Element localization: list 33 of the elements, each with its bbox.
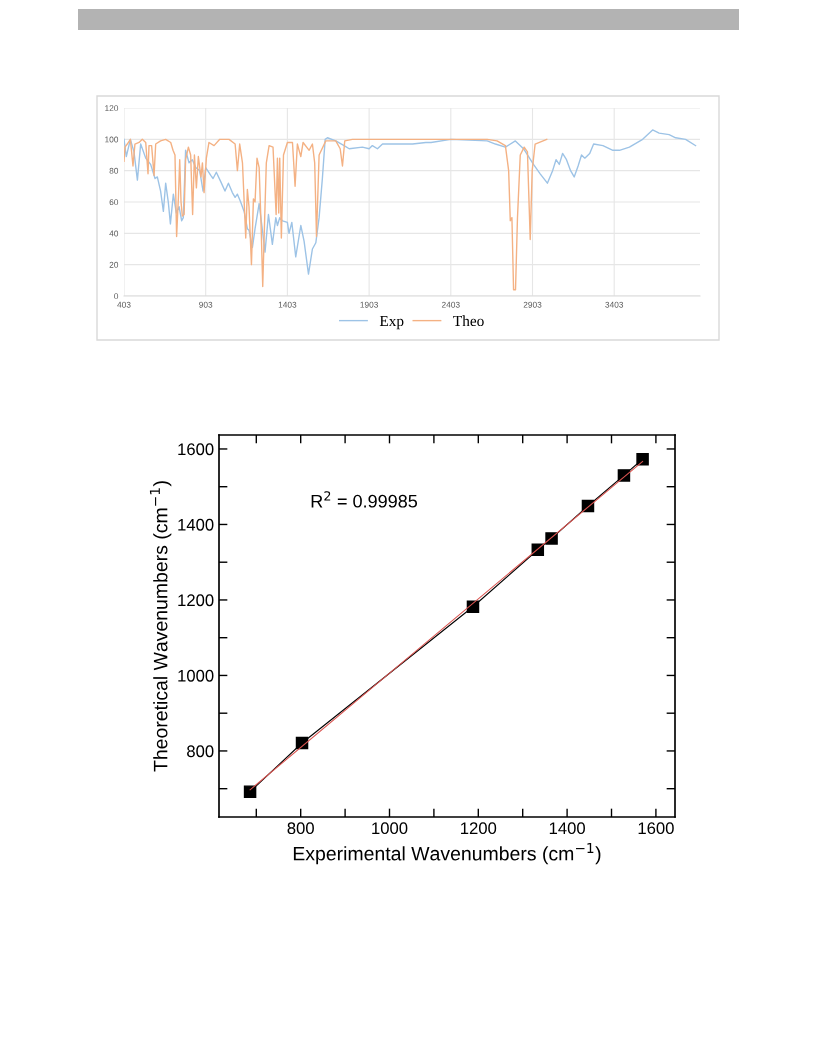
point [636,452,649,466]
x-tick-label: 2403 [441,301,460,308]
x-tick-label: 1200 [461,822,497,835]
y-tick-label: 1400 [178,518,214,531]
x-tick-label: 403 [117,301,131,308]
y-tick-label: 20 [109,261,119,268]
x-tick-label: 1403 [278,301,297,308]
y-tick-label: 80 [109,167,119,174]
x-tick-label: 800 [287,822,314,835]
annotation: R$^{2}$ = 0.99985 [311,491,418,508]
x-axis-title: Experimental Wavenumbers (cm$^{−1}$) [293,842,601,865]
y-axis-title: Theoretical Wavenumbers (cm$^{−1}$) [149,481,172,772]
line-series [124,138,548,291]
x-tick-label: 3403 [605,301,624,308]
x-tick-label: 2903 [523,301,542,308]
y-tick-label: 1000 [178,669,214,682]
x-tick-label: 903 [199,301,213,308]
y-tick-label: 1200 [178,594,214,607]
y-tick-label: 40 [109,230,119,237]
y-tick-label: 1600 [178,443,214,456]
legend-label: Theo [453,315,484,327]
y-tick-label: 0 [114,293,119,300]
x-tick-label: 1000 [372,822,408,835]
x-tick-label: 1400 [549,822,585,835]
legend-label: Exp [379,315,404,330]
line-series [124,129,697,275]
point [243,785,257,798]
y-tick-label: 120 [105,105,119,112]
x-tick-label: 1903 [360,301,379,308]
x-tick-label: 1600 [638,822,674,835]
y-tick-label: 100 [105,136,119,143]
y-tick-label: 800 [187,745,214,758]
y-tick-label: 60 [109,199,119,206]
